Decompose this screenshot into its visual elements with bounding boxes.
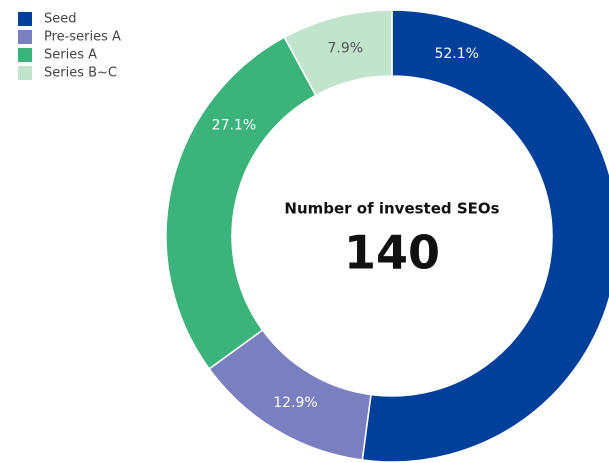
center-value: 140 <box>344 226 440 280</box>
center-title: Number of invested SEOs <box>284 200 499 218</box>
legend-label: Seed <box>44 12 77 27</box>
slice-label: 12.9% <box>273 395 317 411</box>
slice-label: 7.9% <box>328 41 364 57</box>
legend-swatch <box>18 30 32 44</box>
legend-swatch <box>18 12 32 26</box>
slice-label: 52.1% <box>434 46 478 62</box>
legend-label: Pre-series A <box>44 30 121 45</box>
slice-label: 27.1% <box>212 117 256 133</box>
legend-label: Series B~C <box>44 66 117 81</box>
donut-slice <box>361 9 609 463</box>
legend-swatch <box>18 48 32 62</box>
donut-slice <box>283 9 393 97</box>
legend-label: Series A <box>44 48 97 63</box>
legend-swatch <box>18 66 32 80</box>
donut-slice <box>165 36 317 370</box>
